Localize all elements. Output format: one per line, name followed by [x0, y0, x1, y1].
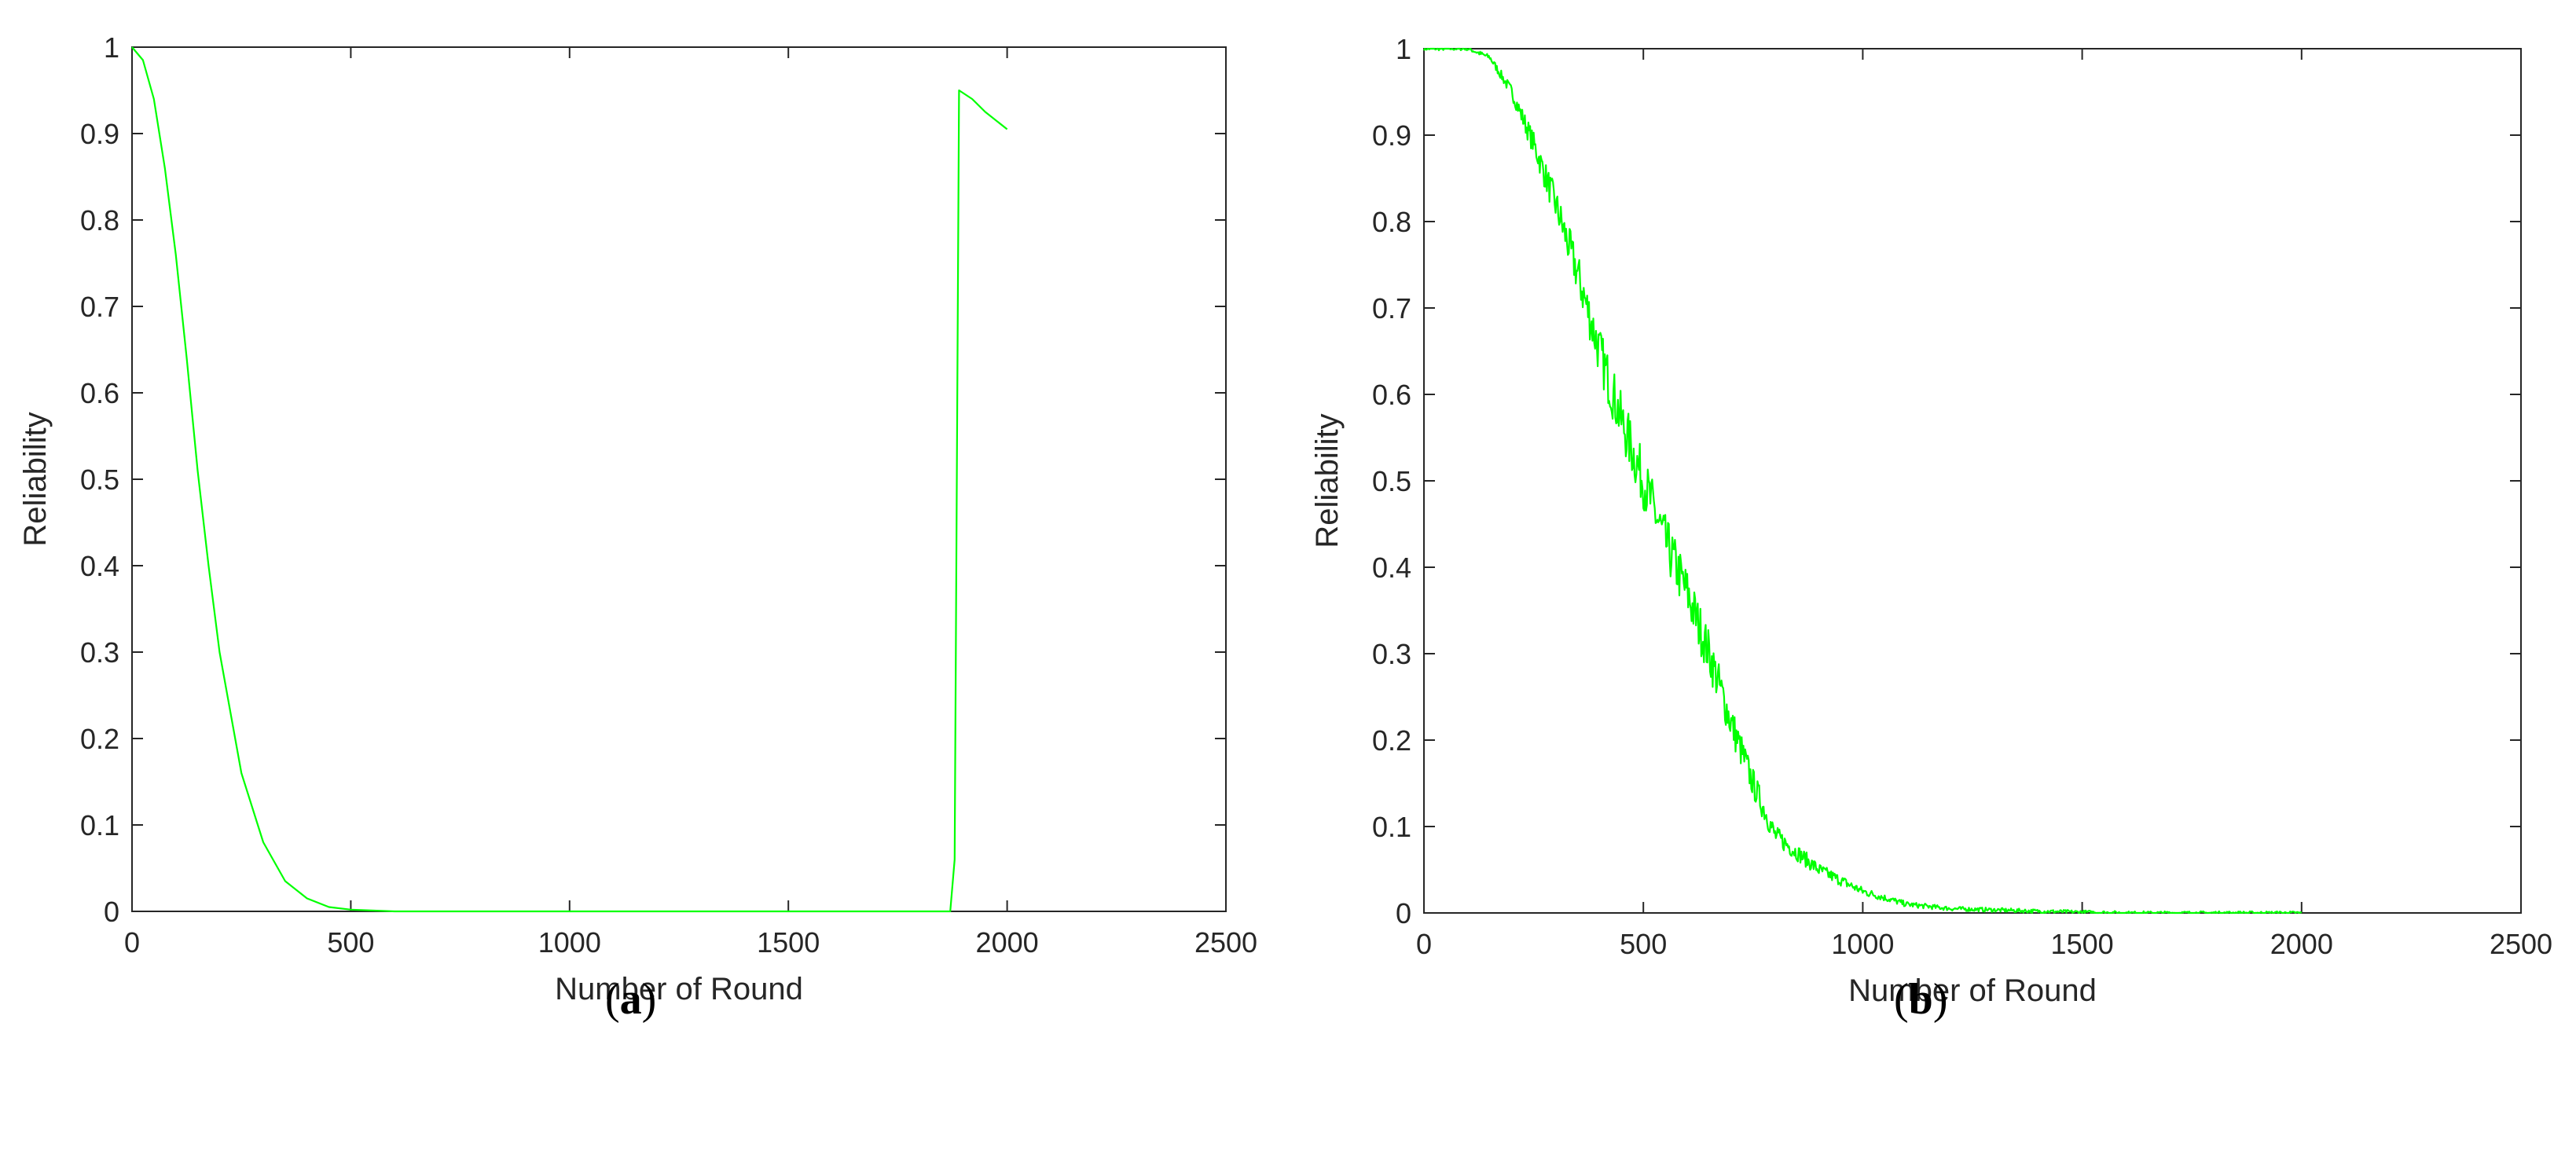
- x-tick-label: 2500: [1194, 926, 1257, 959]
- series-line-0: [131, 46, 1008, 913]
- y-tick-label: 0.8: [1372, 206, 1411, 238]
- caption-a: (a): [605, 975, 657, 1024]
- y-tick-label: 0.5: [1372, 465, 1411, 497]
- chart-panel-a: 0 500 1000 1500 2000 2500 0 0.1 0.2 0.3 0.4 0.5 0.6 0…: [0, 0, 1281, 1151]
- x-tick-label: 500: [1620, 928, 1667, 960]
- x-tick-label: 1500: [757, 926, 820, 959]
- x-tick-label: 2000: [2270, 928, 2333, 960]
- y-tick-label: 0.5: [80, 464, 119, 496]
- x-tick-label: 500: [327, 926, 374, 959]
- y-tick-label: 0.3: [1372, 638, 1411, 670]
- y-tick-label: 0.3: [80, 636, 119, 669]
- y-tick-label: 0: [1396, 897, 1411, 929]
- y-tick-label: 0.7: [1372, 292, 1411, 324]
- y-tick-label: 1: [104, 31, 119, 64]
- y-tick-label: 0.8: [80, 204, 119, 236]
- x-tick-label: 1000: [538, 926, 601, 959]
- series-line-0: [1423, 47, 2303, 915]
- plot-area-frame: [131, 46, 1227, 912]
- y-axis-label: Reliability: [18, 412, 53, 546]
- y-tick-label: 0.2: [80, 723, 119, 755]
- chart-a-svg: 0 500 1000 1500 2000 2500 0 0.1 0.2 0.3 0.4 0.5 0.6 0…: [18, 31, 1257, 1006]
- y-tick-label: 1: [1396, 33, 1411, 65]
- y-tick-label: 0.6: [80, 377, 119, 409]
- x-tick-label: 0: [124, 926, 140, 959]
- y-tick-label: 0.7: [80, 291, 119, 323]
- y-tick-label: 0.2: [1372, 724, 1411, 757]
- y-tick-label: 0.1: [1372, 811, 1411, 843]
- chart-panel-b: 0 500 1000 1500 2000 2500 0 0.1 0.2 0.3 0.4 0.5 0.6 0…: [1289, 0, 2576, 1151]
- y-tick-label: 0.6: [1372, 379, 1411, 411]
- x-axis-label: Number of Round: [555, 972, 803, 1006]
- caption-b: (b): [1894, 975, 1948, 1024]
- y-tick-label: 0.4: [1372, 552, 1411, 584]
- y-tick-label: 0.9: [80, 118, 119, 150]
- x-tick-label: 1500: [2051, 928, 2114, 960]
- plot-area-frame: [1423, 48, 2522, 914]
- y-tick-label: 0.4: [80, 550, 119, 582]
- x-tick-label: 1000: [1831, 928, 1894, 960]
- y-axis-label: Reliability: [1310, 413, 1345, 548]
- chart-b-svg: 0 500 1000 1500 2000 2500 0 0.1 0.2 0.3 0.4 0.5 0.6 0…: [1310, 33, 2552, 1008]
- y-tick-label: 0.9: [1372, 119, 1411, 152]
- x-tick-label: 2500: [2490, 928, 2552, 960]
- x-tick-label: 2000: [976, 926, 1039, 959]
- x-tick-label: 0: [1416, 928, 1432, 960]
- y-tick-label: 0: [104, 896, 119, 928]
- x-axis-label: Number of Round: [1848, 973, 2097, 1008]
- y-tick-label: 0.1: [80, 809, 119, 841]
